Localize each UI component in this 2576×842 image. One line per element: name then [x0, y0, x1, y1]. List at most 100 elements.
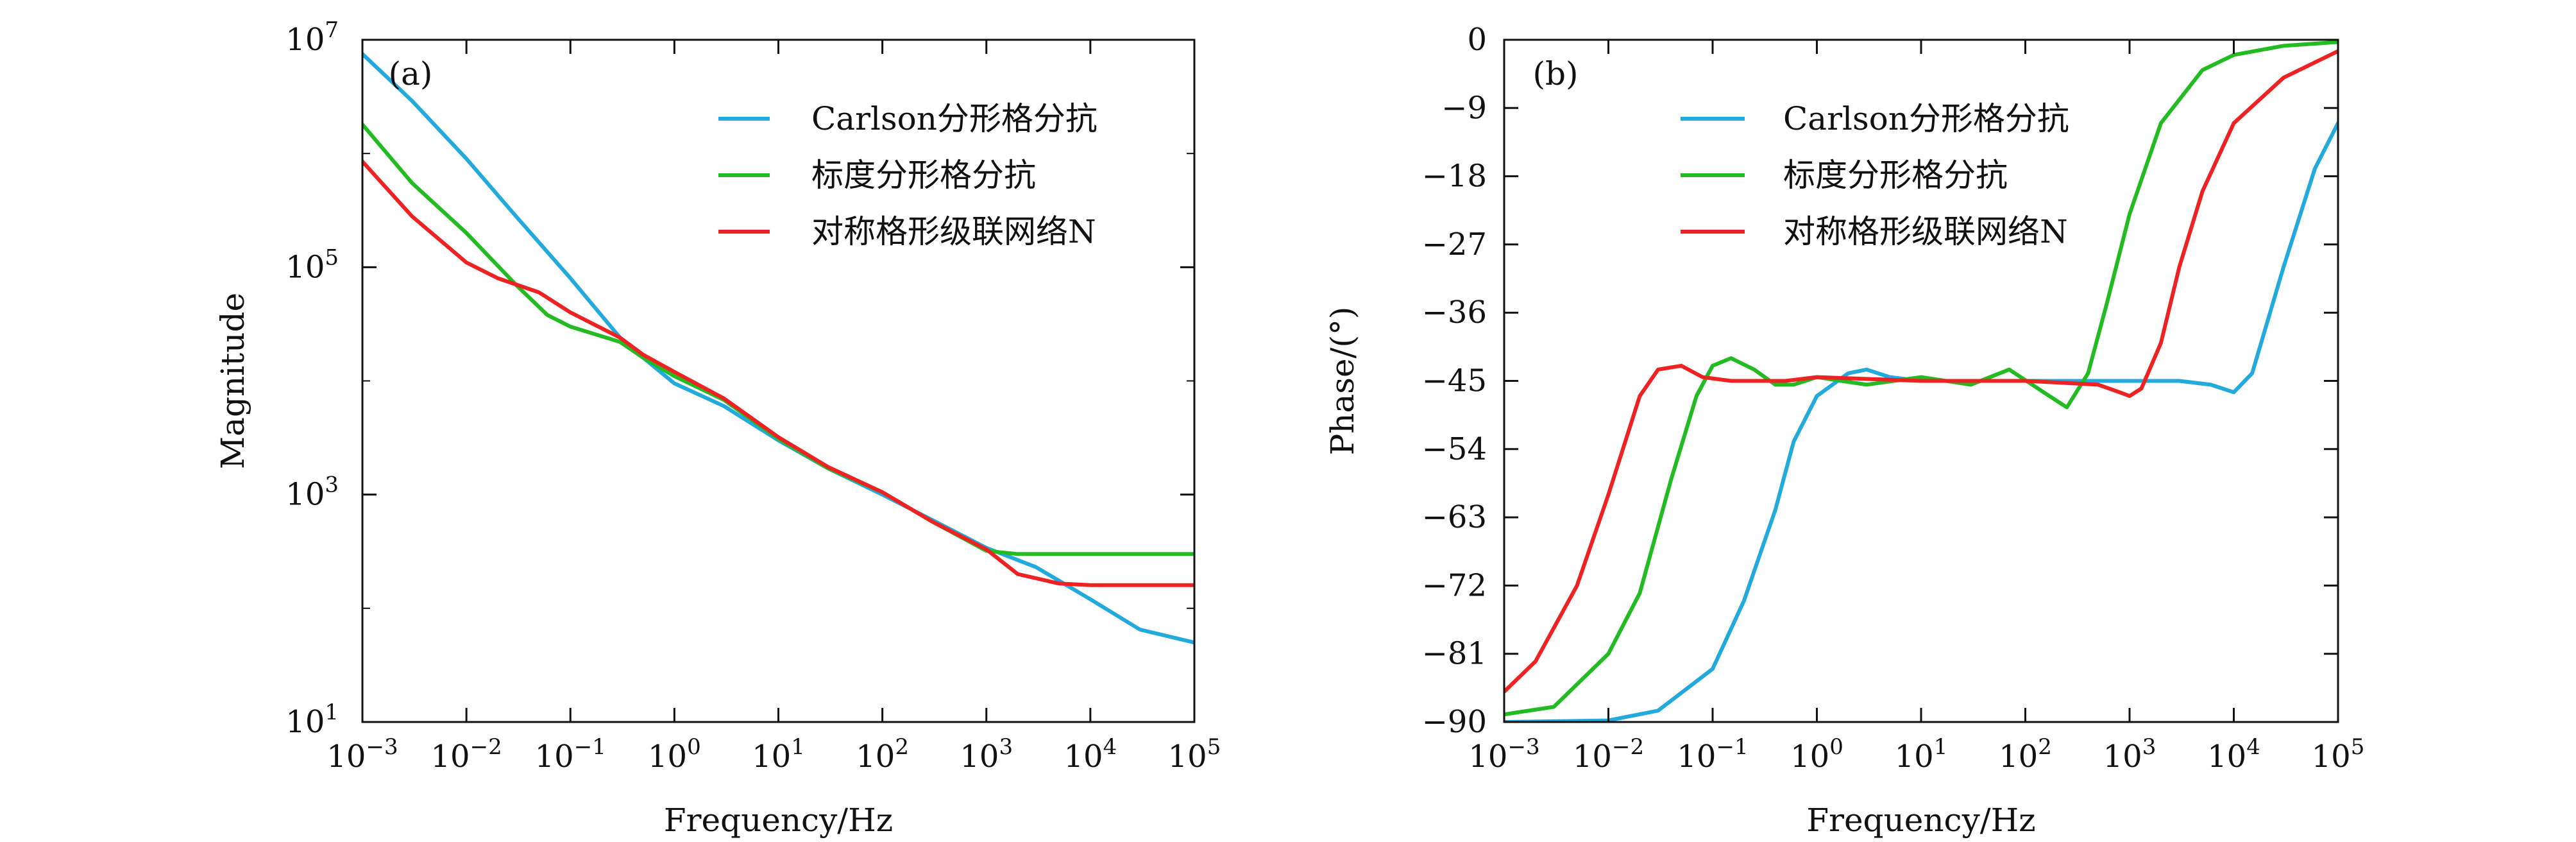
x-tick-label: 10−2: [1573, 734, 1644, 775]
y-tick-label-base: 10: [285, 477, 325, 513]
legend-label-1: 标度分形格分抗: [1783, 157, 2008, 194]
y-tick-label-exponent: 1: [325, 700, 339, 725]
y-tick-label: −27: [1422, 227, 1487, 262]
x-tick-label: 103: [960, 734, 1013, 775]
x-tick-label: 10−2: [431, 734, 502, 775]
x-tick-label: 104: [2207, 734, 2260, 775]
series-lines: [1504, 40, 2338, 722]
legend-label-2: 对称格形级联网络N: [811, 213, 1096, 250]
x-tick-label-base: 10: [1168, 739, 1207, 775]
y-axis-title: Magnitude: [214, 293, 251, 469]
x-tick-label-base: 10: [960, 739, 999, 775]
y-tick-label: −90: [1422, 704, 1487, 740]
y-tick-label: −45: [1422, 363, 1487, 399]
x-tick-label-base: 10: [752, 739, 791, 775]
y-tick-label: 103: [285, 472, 339, 513]
x-tick-label-exponent: 3: [999, 734, 1013, 760]
y-tick-label: −54: [1422, 431, 1487, 467]
x-tick-label-exponent: 4: [1103, 734, 1117, 760]
x-tick-label-exponent: 2: [2038, 734, 2052, 760]
x-tick-label-exponent: 0: [1829, 734, 1843, 760]
y-tick-label-exponent: 3: [325, 472, 339, 498]
x-tick-label-exponent: −1: [574, 734, 606, 760]
x-tick-label-base: 10: [1573, 739, 1612, 775]
x-tick-label-base: 10: [535, 739, 574, 775]
series-line-2: [1504, 49, 2338, 694]
legend-label-1: 标度分形格分抗: [811, 157, 1036, 194]
y-tick-label: 0: [1467, 22, 1487, 58]
x-tick-label: 10−3: [1468, 734, 1539, 775]
y-tick-label-base: 10: [285, 249, 325, 285]
x-tick-label: 101: [752, 734, 805, 775]
x-tick-label-base: 10: [856, 739, 895, 775]
panel-label: (a): [389, 55, 433, 92]
x-tick-label-exponent: 1: [791, 734, 805, 760]
plot-frame: [361, 39, 1196, 723]
x-tick-label-exponent: 5: [1207, 734, 1221, 760]
x-tick-label-exponent: −2: [470, 734, 502, 760]
x-axis-title: Frequency/Hz: [1806, 802, 2035, 839]
x-tick-label: 105: [2312, 734, 2365, 775]
series-line-2: [362, 159, 1194, 587]
series-line-0: [362, 52, 1194, 645]
legend-label-0: Carlson分形格分抗: [1783, 100, 2069, 137]
x-tick-label-exponent: 1: [1934, 734, 1948, 760]
x-tick-label-base: 10: [326, 739, 366, 775]
x-tick-label-exponent: 3: [2142, 734, 2157, 760]
x-tick-label-base: 10: [1064, 739, 1103, 775]
x-tick-label-base: 10: [1677, 739, 1716, 775]
y-tick-label: −36: [1422, 295, 1487, 331]
y-tick-label-exponent: 7: [325, 17, 339, 43]
x-tick-label: 10−1: [1677, 734, 1748, 775]
y-tick-label: 107: [285, 17, 339, 58]
x-tick-label-exponent: 5: [2351, 734, 2365, 760]
y-tick-label: −18: [1422, 159, 1487, 194]
x-axis-title: Frequency/Hz: [664, 802, 893, 839]
y-tick-label: 105: [285, 245, 339, 285]
legend-label-0: Carlson分形格分抗: [811, 100, 1097, 137]
x-tick-label: 102: [856, 734, 909, 775]
x-tick-label-exponent: 0: [687, 734, 701, 760]
y-tick-label: 101: [285, 700, 339, 740]
x-tick-label: 10−3: [326, 734, 398, 775]
x-tick-label: 105: [1168, 734, 1221, 775]
y-tick-label-base: 10: [285, 22, 325, 58]
x-tick-label-exponent: −3: [366, 734, 398, 760]
x-tick-label-exponent: 2: [895, 734, 909, 760]
x-tick-label-exponent: −1: [1716, 734, 1748, 760]
x-tick-label-base: 10: [1999, 739, 2038, 775]
x-tick-label: 100: [1790, 734, 1843, 775]
x-tick-label-exponent: −3: [1507, 734, 1539, 760]
x-tick-label-base: 10: [431, 739, 470, 775]
series-line-1: [1504, 40, 2338, 717]
series-line-0: [1504, 121, 2338, 722]
x-tick-label-exponent: −2: [1612, 734, 1644, 760]
x-tick-label-base: 10: [2207, 739, 2246, 775]
x-tick-label: 102: [1999, 734, 2052, 775]
series-line-1: [362, 122, 1194, 556]
legend-label-2: 对称格形级联网络N: [1783, 213, 2068, 250]
y-tick-label: −9: [1441, 90, 1487, 126]
y-axis-title: Phase/(°): [1324, 307, 1361, 456]
x-tick-label-base: 10: [1895, 739, 1934, 775]
panel-label: (b): [1532, 55, 1578, 92]
x-tick-label: 103: [2103, 734, 2157, 775]
x-tick-label: 104: [1064, 734, 1117, 775]
x-tick-label-base: 10: [2312, 739, 2351, 775]
x-tick-label-base: 10: [1790, 739, 1829, 775]
x-tick-label-base: 10: [1468, 739, 1507, 775]
panel-a-magnitude-chart: 10−3 10−2 10−1 100 101 102 103 104 1051011031051…: [214, 17, 1221, 839]
x-tick-label: 10−1: [535, 734, 606, 775]
y-tick-label: −63: [1422, 499, 1487, 535]
x-tick-label-exponent: 4: [2246, 734, 2260, 760]
y-tick-label-base: 10: [285, 704, 325, 740]
x-tick-label-base: 10: [2103, 739, 2142, 775]
x-tick-label-base: 10: [648, 739, 687, 775]
series-lines: [362, 52, 1194, 645]
x-tick-label: 100: [648, 734, 701, 775]
y-tick-label: −72: [1422, 567, 1487, 603]
panel-b-phase-chart: 10−3 10−2 10−1 100 101 102 103 104 1050−9−18−27−…: [1324, 22, 2364, 839]
